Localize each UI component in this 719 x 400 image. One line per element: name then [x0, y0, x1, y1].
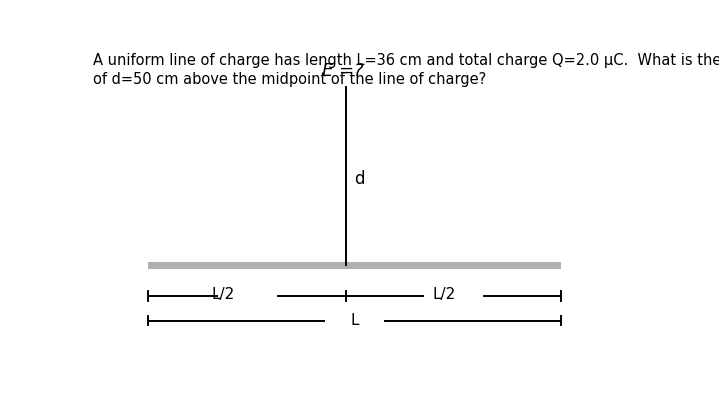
Text: L/2: L/2: [212, 287, 235, 302]
Text: $E$ =?: $E$ =?: [321, 62, 365, 80]
Text: A uniform line of charge has length L=36 cm and total charge Q=2.0 μC.  What is : A uniform line of charge has length L=36…: [93, 53, 719, 88]
Text: L: L: [350, 313, 359, 328]
Text: L/2: L/2: [432, 287, 455, 302]
Text: d: d: [354, 170, 365, 188]
FancyBboxPatch shape: [148, 262, 561, 268]
